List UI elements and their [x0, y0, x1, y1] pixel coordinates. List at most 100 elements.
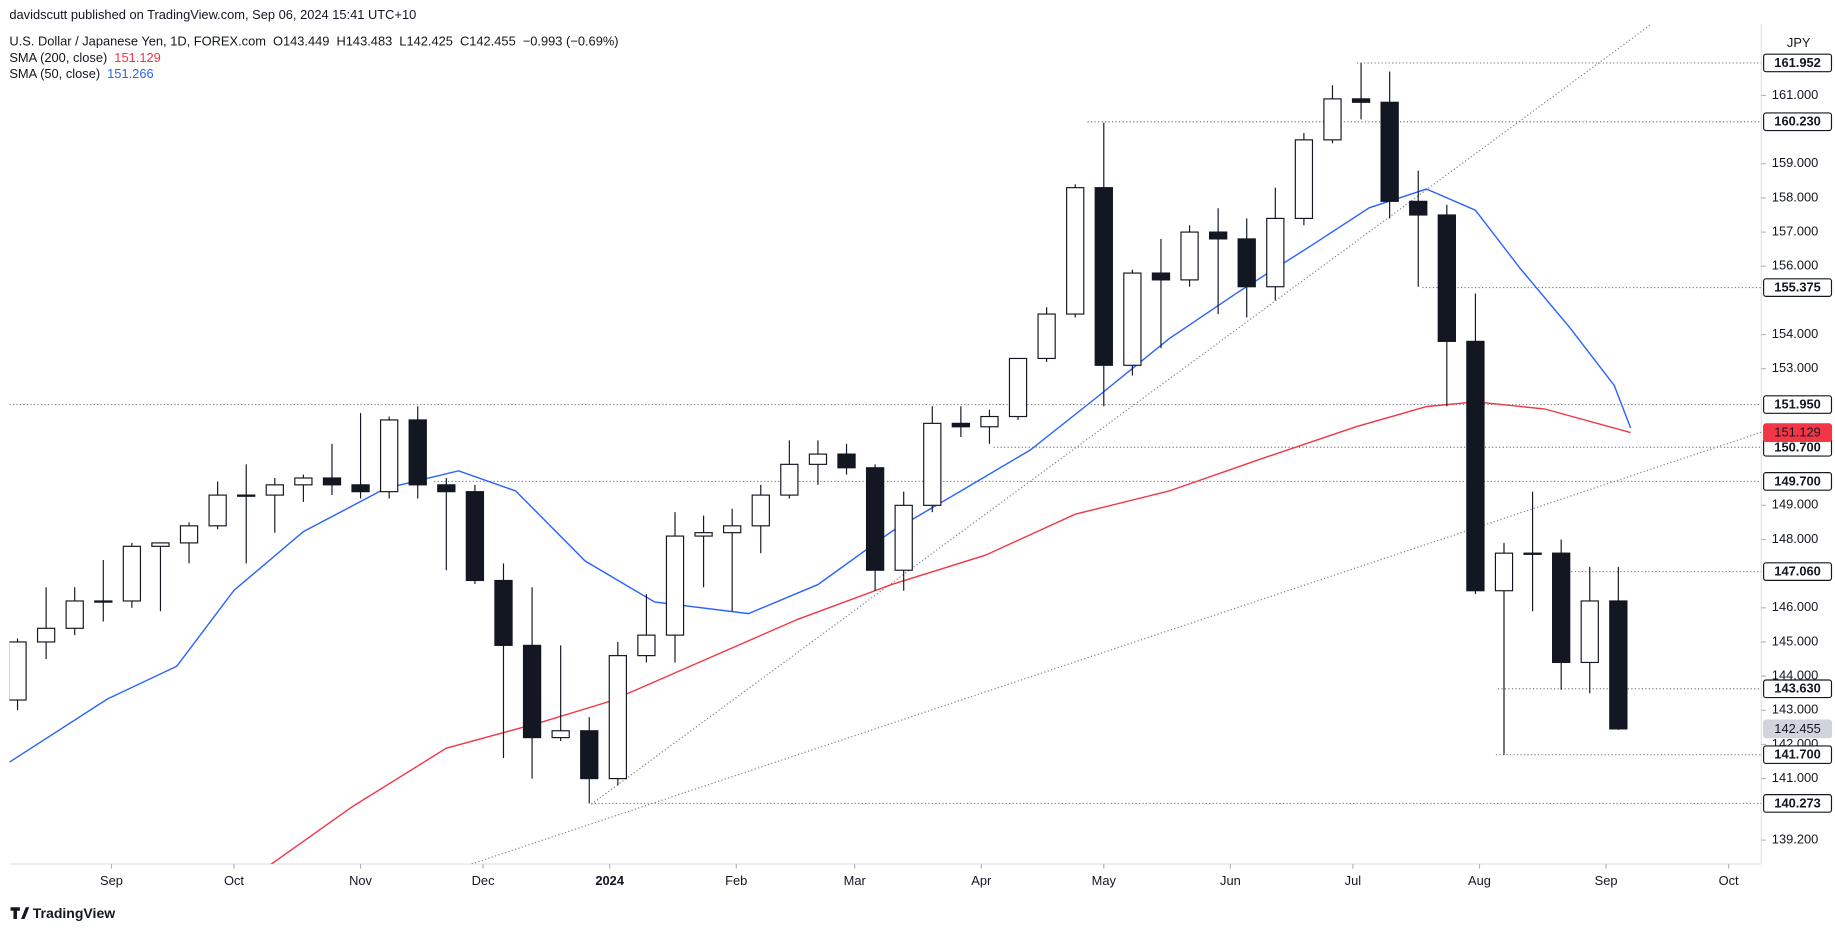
x-tick-label: Feb [725, 873, 747, 888]
level-label: 140.273 [1774, 795, 1820, 810]
y-tick-label: 161.000 [1772, 87, 1818, 102]
brand-logo: TradingView [10, 905, 115, 921]
level-label-box [1763, 112, 1833, 132]
x-tick-label: May [1092, 873, 1117, 888]
candle-body [1437, 214, 1456, 342]
level-label-box [1763, 794, 1833, 813]
brand: TradingView [33, 905, 115, 921]
candle-body [837, 453, 856, 469]
level-label: 143.630 [1774, 681, 1820, 696]
sma-line [9, 188, 1632, 763]
x-tick-label: Aug [1468, 873, 1491, 888]
level-label: 149.700 [1774, 473, 1820, 488]
level-label-box [1763, 679, 1833, 699]
candle-body [208, 494, 227, 527]
x-tick-label: Apr [971, 873, 992, 888]
y-tick-label: 139.200 [1772, 831, 1818, 846]
candle-body [1008, 357, 1028, 418]
ohlc-value: −0.993 (−0.69%) [523, 34, 619, 49]
y-tick-label: 157.000 [1772, 223, 1818, 238]
last-price-label: 142.455 [1774, 721, 1820, 736]
candle-body [494, 579, 513, 646]
level-label: 160.230 [1774, 114, 1820, 129]
level-label-box [1763, 278, 1833, 297]
candle-body [408, 419, 427, 486]
y-tick-label: 154.000 [1772, 326, 1818, 341]
candle-body [1466, 340, 1485, 592]
candle-body [1237, 238, 1256, 288]
legend-name: SMA (50, close) [9, 67, 100, 82]
x-tick-label: Mar [844, 873, 867, 888]
ohlc-value: O143.449 [273, 34, 330, 49]
candle-body [808, 453, 828, 465]
ohlc-value: H143.483 [336, 34, 392, 49]
publisher: davidscutt published on TradingView.com,… [9, 7, 416, 22]
series-axis-label: 151.129 [1774, 425, 1820, 440]
y-tick-label: 149.000 [1772, 497, 1818, 512]
legend-value: 151.266 [107, 67, 153, 82]
candle-body [465, 491, 485, 582]
candle-body [1523, 552, 1542, 555]
candle-body [951, 422, 971, 428]
y-tick-label: 156.000 [1772, 258, 1818, 273]
candle-body [294, 477, 313, 486]
candle-body [36, 627, 56, 643]
candle-body [580, 730, 599, 780]
candle-body [1180, 231, 1199, 281]
candle-body [437, 484, 456, 493]
candle-body [1609, 600, 1628, 730]
candle-body [1323, 98, 1342, 141]
candle-body [1351, 98, 1371, 103]
candle-body [122, 545, 142, 602]
x-tick-label: Oct [224, 873, 244, 888]
candle-body [780, 463, 799, 496]
candle-body [723, 525, 742, 534]
candle-body [665, 535, 685, 636]
candle-body [865, 467, 885, 571]
x-tick-label: Sep [100, 873, 123, 888]
candle-body [522, 644, 542, 739]
candle-body [1380, 101, 1399, 202]
candle-body [1294, 139, 1314, 219]
level-label: 147.060 [1774, 564, 1820, 579]
y-tick-label: 146.000 [1772, 599, 1818, 614]
candle-body [551, 730, 570, 739]
x-tick-label: Sep [1595, 873, 1618, 888]
y-tick-label: 148.000 [1772, 531, 1818, 546]
candle-body [980, 415, 999, 428]
y-tick-label: 158.000 [1772, 189, 1818, 204]
candle-body [637, 634, 656, 657]
candle-body [65, 600, 84, 629]
currency: JPY [1787, 35, 1811, 50]
symbol-title: U.S. Dollar / Japanese Yen, 1D, FOREX.co… [9, 34, 266, 49]
y-tick-label: 153.000 [1772, 360, 1818, 375]
candle-body [1494, 552, 1514, 592]
x-tick-label: Nov [349, 873, 372, 888]
candle-body [923, 422, 942, 506]
candle-body [151, 542, 170, 547]
candle-body [694, 532, 713, 537]
candle-body [9, 641, 27, 701]
ohlc-value: C142.455 [460, 34, 516, 49]
candle-body [1409, 200, 1428, 216]
level-label-box [1763, 562, 1833, 581]
y-tick-label: 143.000 [1772, 702, 1818, 717]
candle-body [94, 600, 113, 603]
symbol-header: U.S. Dollar / Japanese Yen, 1D, FOREX.co… [9, 34, 618, 49]
y-tick-label: 141.000 [1772, 770, 1818, 785]
candle-body [1208, 231, 1228, 240]
candle-body [894, 504, 913, 571]
level-label-box [1763, 53, 1833, 73]
x-tick-label: 2024 [595, 873, 624, 888]
legend-name: SMA (200, close) [9, 50, 107, 65]
last-price-label-box [1763, 719, 1833, 739]
x-tick-label: Dec [472, 873, 495, 888]
candle-body [1151, 272, 1171, 281]
y-tick-label: 145.000 [1772, 633, 1818, 648]
x-tick-label: Jun [1220, 873, 1241, 888]
level-label: 150.700 [1774, 439, 1820, 454]
candle-body [179, 525, 199, 544]
candle-body [322, 477, 342, 486]
legend-entry: SMA (50, close) 151.266 [9, 67, 153, 82]
